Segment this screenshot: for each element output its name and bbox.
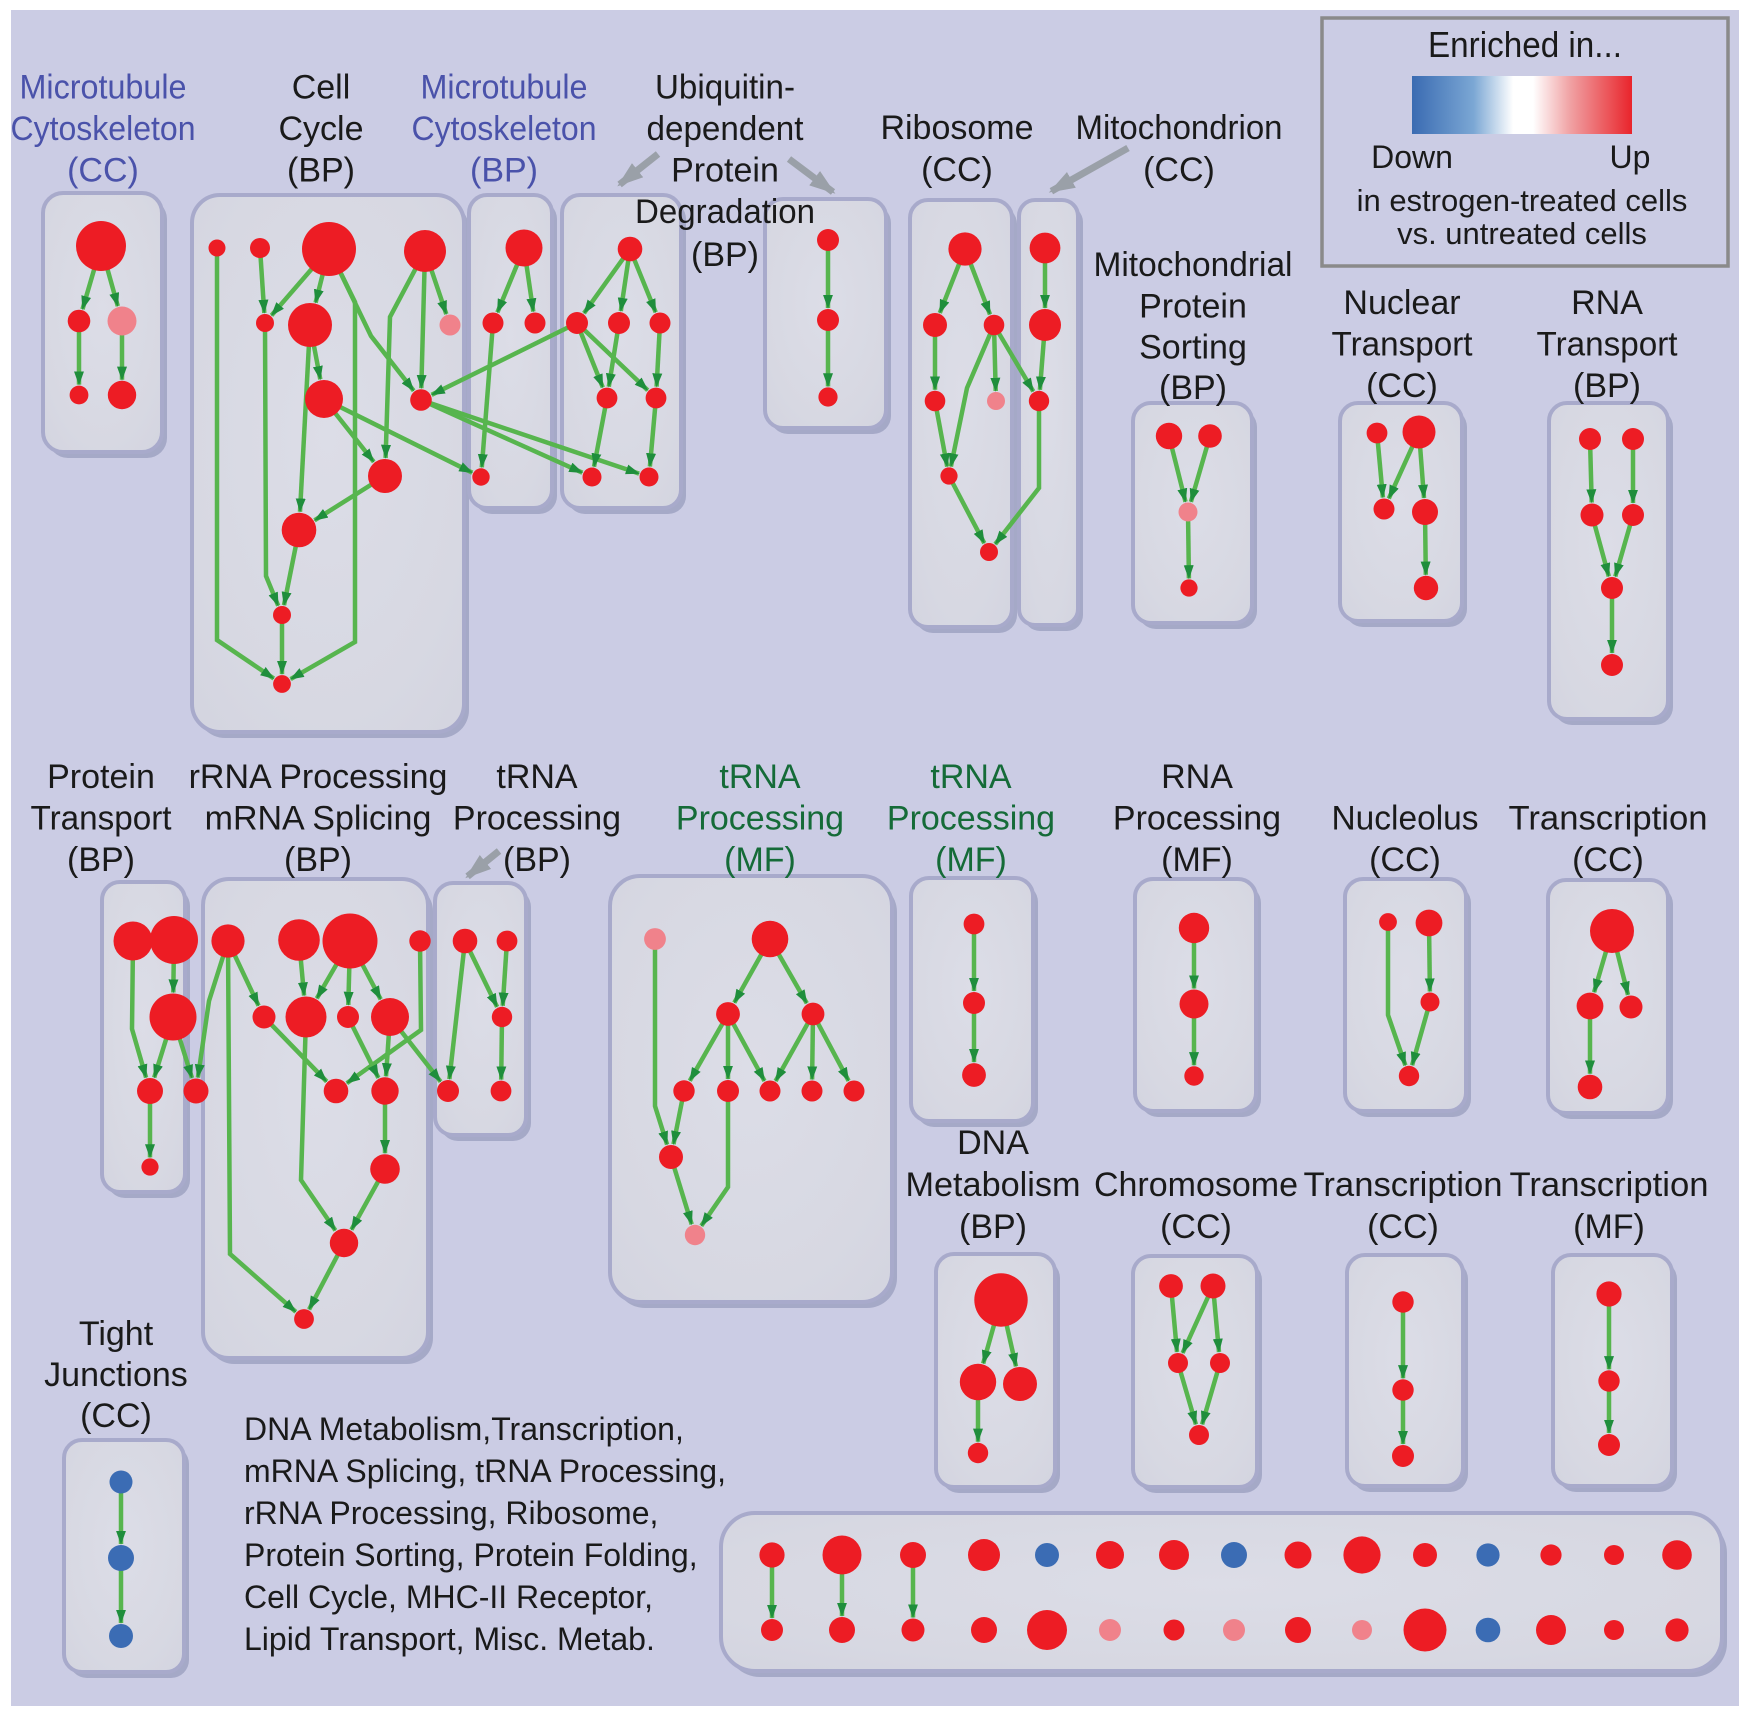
svg-text:(CC): (CC)	[67, 152, 139, 190]
svg-text:(CC): (CC)	[1160, 1208, 1232, 1246]
svg-text:Transport: Transport	[31, 800, 173, 838]
svg-text:Up: Up	[1610, 139, 1651, 175]
svg-text:(BP): (BP)	[284, 841, 352, 879]
svg-text:rRNA Processing, Ribosome,: rRNA Processing, Ribosome,	[244, 1495, 658, 1531]
svg-text:(CC): (CC)	[1366, 367, 1438, 405]
svg-text:Cell: Cell	[292, 69, 351, 107]
svg-text:Transcription: Transcription	[1509, 800, 1708, 838]
svg-text:(CC): (CC)	[1369, 841, 1441, 879]
svg-text:Transport: Transport	[1332, 326, 1474, 364]
svg-text:tRNA: tRNA	[719, 758, 801, 796]
svg-text:Down: Down	[1371, 139, 1453, 175]
svg-text:(MF): (MF)	[1573, 1208, 1645, 1246]
svg-text:in estrogen-treated cells: in estrogen-treated cells	[1357, 183, 1688, 218]
svg-text:(MF): (MF)	[1161, 841, 1233, 879]
svg-text:Metabolism: Metabolism	[906, 1166, 1081, 1204]
svg-text:DNA Metabolism,Transcription,: DNA Metabolism,Transcription,	[244, 1411, 684, 1447]
svg-text:Cell Cycle, MHC-II Receptor,: Cell Cycle, MHC-II Receptor,	[244, 1579, 653, 1615]
svg-text:tRNA: tRNA	[496, 758, 578, 796]
svg-text:Ubiquitin-: Ubiquitin-	[655, 69, 795, 107]
svg-text:(MF): (MF)	[724, 841, 796, 879]
svg-text:Microtubule: Microtubule	[421, 69, 588, 107]
svg-text:Nucleolus: Nucleolus	[1332, 800, 1479, 838]
svg-text:(BP): (BP)	[287, 152, 355, 190]
svg-text:Cytoskeleton: Cytoskeleton	[11, 110, 196, 148]
svg-text:(CC): (CC)	[1572, 841, 1644, 879]
svg-text:(BP): (BP)	[959, 1208, 1027, 1246]
svg-text:(BP): (BP)	[1573, 367, 1641, 405]
svg-text:Protein: Protein	[47, 758, 155, 796]
svg-text:Cytoskeleton: Cytoskeleton	[412, 110, 597, 148]
svg-text:RNA: RNA	[1571, 284, 1643, 322]
svg-text:rRNA Processing: rRNA Processing	[189, 758, 448, 796]
svg-text:(CC): (CC)	[80, 1397, 152, 1435]
svg-text:tRNA: tRNA	[930, 758, 1012, 796]
svg-text:DNA: DNA	[957, 1124, 1029, 1162]
svg-text:(BP): (BP)	[1159, 369, 1227, 407]
svg-text:(BP): (BP)	[503, 841, 571, 879]
svg-text:(CC): (CC)	[1143, 151, 1215, 189]
svg-text:Enriched in...: Enriched in...	[1428, 24, 1622, 65]
svg-text:(CC): (CC)	[1367, 1208, 1439, 1246]
svg-text:Transport: Transport	[1537, 326, 1679, 364]
svg-text:Sorting: Sorting	[1139, 329, 1247, 367]
svg-text:Transcription: Transcription	[1510, 1166, 1709, 1204]
svg-text:RNA: RNA	[1161, 758, 1233, 796]
svg-text:Processing: Processing	[676, 800, 844, 838]
svg-text:Mitochondrion: Mitochondrion	[1076, 109, 1283, 147]
svg-text:mRNA Splicing, tRNA Processing: mRNA Splicing, tRNA Processing,	[244, 1453, 726, 1489]
svg-text:mRNA Splicing: mRNA Splicing	[205, 800, 432, 838]
svg-text:vs. untreated cells: vs. untreated cells	[1397, 216, 1647, 251]
svg-text:Protein Sorting, Protein Foldi: Protein Sorting, Protein Folding,	[244, 1537, 698, 1573]
svg-text:(CC): (CC)	[921, 151, 993, 189]
svg-text:Cycle: Cycle	[278, 110, 363, 148]
svg-text:Processing: Processing	[453, 800, 621, 838]
svg-text:Junctions: Junctions	[44, 1356, 188, 1394]
svg-text:Tight: Tight	[79, 1315, 154, 1353]
svg-text:(BP): (BP)	[470, 152, 538, 190]
svg-text:Ribosome: Ribosome	[880, 109, 1033, 147]
svg-text:(BP): (BP)	[67, 841, 135, 879]
svg-text:Chromosome: Chromosome	[1094, 1166, 1298, 1204]
svg-text:Protein: Protein	[671, 152, 779, 190]
svg-text:Microtubule: Microtubule	[20, 69, 187, 107]
svg-text:Protein: Protein	[1139, 288, 1247, 326]
svg-text:(BP): (BP)	[691, 236, 759, 274]
svg-text:Lipid Transport, Misc. Metab.: Lipid Transport, Misc. Metab.	[244, 1621, 655, 1657]
svg-text:Processing: Processing	[887, 800, 1055, 838]
svg-text:Nuclear: Nuclear	[1343, 284, 1460, 322]
svg-text:dependent: dependent	[647, 110, 805, 148]
svg-text:Mitochondrial: Mitochondrial	[1094, 246, 1293, 284]
svg-text:Processing: Processing	[1113, 800, 1281, 838]
svg-text:(MF): (MF)	[935, 841, 1007, 879]
svg-text:Transcription: Transcription	[1304, 1166, 1503, 1204]
svg-text:Degradation: Degradation	[635, 193, 815, 231]
